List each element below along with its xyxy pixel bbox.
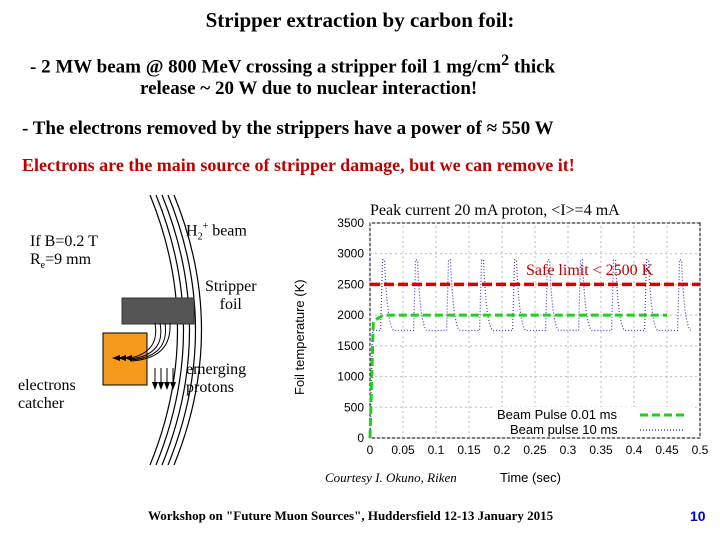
x-tick-label: 0.05 <box>391 443 415 457</box>
x-tick-label: 0.25 <box>523 443 547 457</box>
y-tick-label: 3500 <box>337 216 364 230</box>
bullet-2: - The electrons removed by the strippers… <box>22 118 554 139</box>
foil-label: Stripper foil <box>205 278 257 313</box>
legend: Beam Pulse 0.01 ms Beam pulse 10 ms <box>495 407 693 437</box>
x-tick-label: 0.2 <box>494 443 511 457</box>
credit: Courtesy I. Okuno, Riken <box>325 470 457 485</box>
stripper-foil-rect <box>121 297 195 325</box>
beam-trajectories <box>149 194 203 466</box>
protons-label: emerging protons <box>186 361 247 396</box>
series-layer <box>368 259 700 439</box>
electron-arrowheads <box>112 355 132 361</box>
bullet-1-line-1: - 2 MW beam @ 800 MeV crossing a strippe… <box>30 52 556 78</box>
y-tick-labels: 0 500 1000 1500 2000 2500 3000 3500 <box>337 216 364 445</box>
highlight-statement: Electrons are the main source of strippe… <box>22 155 575 175</box>
x-tick-label: 0.3 <box>560 443 577 457</box>
series-beam-pulse-10ms <box>369 259 692 439</box>
proton-arrowheads <box>152 382 176 390</box>
stripper-diagram <box>102 194 203 466</box>
bullet-1-line-2: release ~ 20 W due to nuclear interactio… <box>140 78 478 99</box>
x-axis-label: Time (sec) <box>500 470 561 485</box>
legend-entry-1: Beam Pulse 0.01 ms <box>497 407 617 422</box>
page-number: 10 <box>690 508 706 524</box>
x-tick-label: 0.4 <box>626 443 643 457</box>
y-tick-label: 1500 <box>337 339 364 353</box>
electron-paths <box>129 322 171 362</box>
y-tick-label: 2500 <box>337 277 364 291</box>
beam-label: H2+ beam <box>186 221 247 243</box>
footer: Workshop on "Future Muon Sources", Hudde… <box>148 508 554 523</box>
series-beam-pulse-0-01ms <box>368 313 667 439</box>
field-label: If B=0.2 T Re=9 mm <box>30 233 98 272</box>
y-tick-label: 500 <box>344 400 364 414</box>
plot-header: Peak current 20 mA proton, <I>=4 mA <box>370 202 620 219</box>
x-tick-label: 0.1 <box>428 443 445 457</box>
catcher-label: electrons catcher <box>18 377 76 412</box>
temperature-chart: 0 500 1000 1500 2000 2500 3000 3500 0 0.05 0.1 0.1… <box>292 216 709 485</box>
x-tick-label: 0.45 <box>655 443 679 457</box>
x-tick-label: 0 <box>367 443 374 457</box>
y-tick-label: 3000 <box>337 247 364 261</box>
x-tick-label: 0.5 <box>692 443 709 457</box>
y-tick-label: 0 <box>357 431 364 445</box>
legend-entry-2: Beam pulse 10 ms <box>510 422 618 437</box>
y-tick-label: 2000 <box>337 308 364 322</box>
safe-limit-label: Safe limit < 2500 K <box>526 262 654 279</box>
y-tick-label: 1000 <box>337 370 364 384</box>
x-tick-labels: 0 0.05 0.1 0.15 0.2 0.25 0.3 0.35 0.4 0.45 0.5 <box>367 443 709 457</box>
y-axis-label: Foil temperature (K) <box>292 279 307 395</box>
x-tick-label: 0.35 <box>589 443 613 457</box>
x-tick-label: 0.15 <box>457 443 481 457</box>
plot-frame <box>369 222 701 439</box>
slide-title: Stripper extraction by carbon foil: <box>205 8 515 32</box>
